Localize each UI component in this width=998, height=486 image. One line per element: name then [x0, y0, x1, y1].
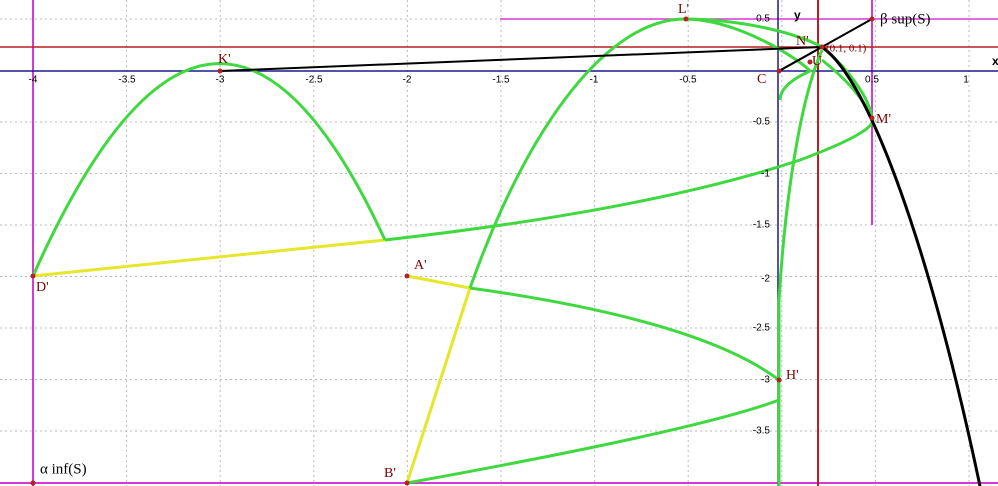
point: [776, 68, 782, 74]
point-label: K': [218, 52, 231, 67]
black-line: [219, 46, 823, 72]
x-tick-label: -4: [29, 75, 38, 86]
point: [776, 377, 782, 383]
x-tick-label: -2.5: [305, 75, 323, 86]
y-tick-label: 0.5: [756, 14, 770, 25]
black-line: [778, 46, 823, 72]
x-tick-label: -0.5: [679, 75, 697, 86]
point: [869, 16, 875, 22]
point-label: N': [796, 34, 809, 49]
annotation: β sup(S): [880, 11, 931, 27]
black-curve: [821, 45, 982, 486]
point: [30, 480, 36, 486]
point-label: L': [678, 2, 689, 17]
green-curve: [777, 49, 824, 486]
axis-name: x: [992, 54, 998, 68]
annotation: α inf(S): [40, 461, 87, 477]
x-tick-label: -3: [216, 75, 225, 86]
x-tick-label: 0.5: [865, 75, 879, 86]
point: [404, 480, 410, 486]
y-tick-label: -2.5: [753, 323, 771, 334]
x-tick-label: -2: [403, 75, 412, 86]
green-curve: [685, 17, 813, 101]
x-tick-label: -3.5: [118, 75, 136, 86]
point-label: H': [786, 368, 799, 383]
point: [404, 273, 410, 279]
labels: -4 -3.5 -3 -2.5 -2 -1.5 -1 -0.5 0.5 1 0.5 -0.5 -1 -1.…: [29, 2, 998, 486]
y-tick-label: -1.5: [753, 220, 771, 231]
point: [807, 59, 813, 65]
y-tick-label: -3.5: [753, 426, 771, 437]
green-curve: [406, 398, 780, 485]
point: [819, 44, 825, 50]
point: [30, 273, 36, 279]
x-tick-label: -1.5: [492, 75, 510, 86]
point: [217, 68, 223, 74]
point: [869, 115, 875, 121]
point-label: U: [812, 54, 822, 69]
green-curve: [469, 286, 780, 382]
y-tick-label: -1: [761, 169, 770, 180]
black-curves: [219, 18, 982, 486]
axis-name: y: [794, 8, 801, 22]
green-curves: [31, 17, 875, 486]
green-curve: [31, 62, 387, 277]
y-tick-label: -0.5: [753, 117, 771, 128]
y-tick-label: -2: [761, 274, 770, 285]
x-tick-label: -1: [590, 75, 599, 86]
point-label: B': [384, 466, 396, 481]
green-curve: [384, 58, 875, 242]
yellow-segment: [32, 238, 386, 278]
point-label: A': [414, 258, 427, 273]
x-tick-label: 1: [963, 75, 969, 86]
point-label: M': [876, 112, 891, 127]
point-label: D': [36, 280, 49, 295]
annotation: (0.1, 0.1): [826, 43, 867, 55]
point-label: C: [757, 72, 766, 87]
y-tick-label: -3: [761, 375, 770, 386]
point: [683, 16, 689, 22]
